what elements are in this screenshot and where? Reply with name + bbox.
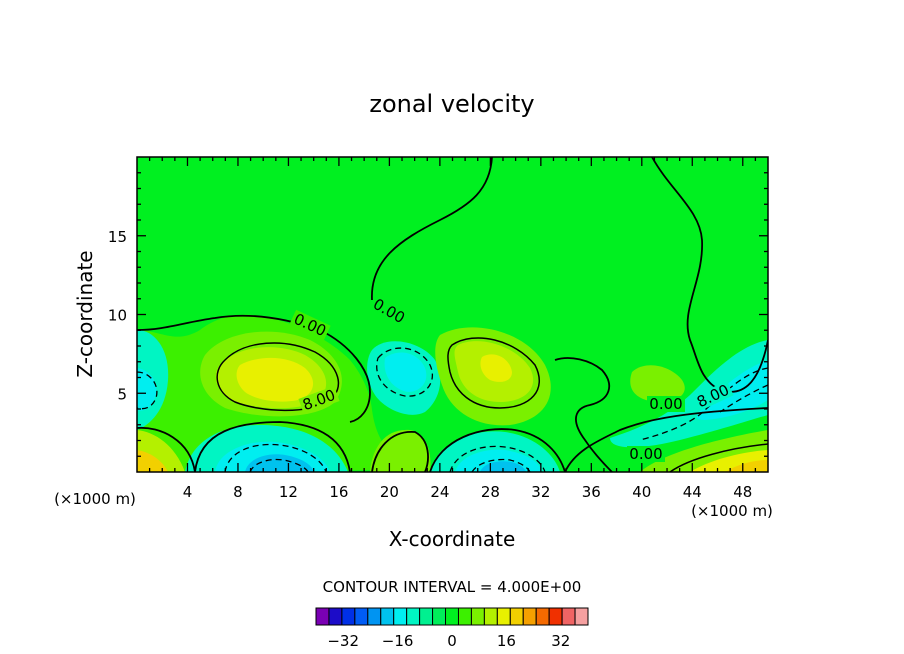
y-axis: 5 10 15 bbox=[108, 172, 768, 457]
contour-neg-right bbox=[639, 367, 768, 441]
colorbar-swatch bbox=[393, 607, 408, 626]
colorbar-swatch bbox=[535, 607, 550, 626]
contour-pos-mid bbox=[447, 337, 540, 409]
contour-neg-bottom-left bbox=[224, 443, 327, 472]
colorbar-swatch bbox=[328, 607, 343, 626]
colorbar: −32 −16 0 16 32 bbox=[315, 607, 589, 650]
contour-zero-right-lower bbox=[554, 357, 613, 472]
fill-right-max bbox=[630, 365, 685, 402]
contour-field bbox=[137, 157, 768, 472]
colorbar-swatch bbox=[496, 607, 511, 626]
fill-bottom-left-warm-2 bbox=[137, 450, 168, 472]
colorbar-swatch bbox=[406, 607, 421, 626]
fill-max-mid-3 bbox=[480, 354, 512, 382]
fill-right-band bbox=[610, 340, 768, 448]
fill-mid-cyan-core bbox=[384, 352, 427, 392]
fill-bottom-minimum-1c bbox=[245, 454, 314, 472]
contour-zero-main bbox=[137, 407, 768, 472]
colorbar-swatch bbox=[470, 607, 485, 626]
colorbar-swatch bbox=[445, 607, 459, 626]
contour-interval-text: CONTOUR INTERVAL = 4.000E+00 bbox=[323, 578, 582, 596]
fill-right-band-core bbox=[696, 360, 768, 420]
colorbar-swatch bbox=[367, 607, 382, 626]
colorbar-swatch bbox=[354, 607, 369, 626]
y-tick-label: 5 bbox=[117, 385, 127, 403]
x-tick-label: 28 bbox=[481, 483, 500, 501]
colorbar-swatch bbox=[574, 607, 589, 626]
x-tick-label: 36 bbox=[582, 483, 601, 501]
x-tick-label: 44 bbox=[683, 483, 702, 501]
contour-labels: 0.00 0.00 8.00 0.00 8.00 0.00 bbox=[289, 294, 734, 463]
contour-neg-bottom-mid bbox=[449, 445, 546, 472]
contour-neg-mid bbox=[376, 347, 433, 397]
colorbar-tick-label: 32 bbox=[551, 632, 570, 650]
colorbar-tick-label: 16 bbox=[497, 632, 516, 650]
colorbar-swatch bbox=[419, 607, 434, 626]
x-tick-label: 8 bbox=[233, 483, 243, 501]
chart-title: zonal velocity bbox=[369, 90, 534, 118]
contour-label: 0.00 bbox=[649, 395, 682, 413]
colorbar-swatch bbox=[509, 607, 524, 626]
x-unit-right: (×1000 m) bbox=[691, 502, 773, 520]
x-tick-label: 4 bbox=[183, 483, 193, 501]
fill-bottom-minimum-2c bbox=[480, 461, 526, 472]
x-tick-label: 32 bbox=[531, 483, 550, 501]
colorbar-tick-label: 0 bbox=[447, 632, 457, 650]
colorbar-swatch bbox=[483, 607, 498, 626]
fill-max-left-3 bbox=[236, 357, 314, 402]
colorbar-swatch bbox=[522, 607, 537, 626]
colorbar-swatch bbox=[315, 607, 330, 626]
colorbar-swatch bbox=[457, 607, 472, 626]
y-tick-label: 15 bbox=[108, 228, 127, 246]
y-axis-label: Z-coordinate bbox=[73, 250, 97, 377]
x-tick-label: 20 bbox=[380, 483, 399, 501]
x-tick-label: 12 bbox=[279, 483, 298, 501]
colorbar-tick-label: −32 bbox=[327, 632, 359, 650]
colorbar-swatch bbox=[561, 607, 576, 626]
colorbar-swatch bbox=[341, 607, 356, 626]
x-axis-label: X-coordinate bbox=[389, 527, 516, 551]
x-tick-label: 16 bbox=[329, 483, 348, 501]
contour-neg-left-edge bbox=[137, 371, 158, 410]
contour-label: 0.00 bbox=[629, 445, 662, 463]
x-axis: 4 8 12 16 20 24 28 32 36 40 44 48 bbox=[148, 157, 757, 501]
contour-pos-bottom-right bbox=[669, 443, 768, 472]
colorbar-swatch bbox=[432, 607, 447, 626]
colorbar-swatch bbox=[548, 607, 563, 626]
x-unit-left: (×1000 m) bbox=[54, 490, 136, 508]
fill-bottom-mid-warm bbox=[370, 429, 431, 472]
colorbar-tick-label: −16 bbox=[382, 632, 414, 650]
fill-bottom-right-warm-3 bbox=[725, 460, 768, 472]
x-tick-label: 40 bbox=[632, 483, 651, 501]
colorbar-swatch bbox=[380, 607, 395, 626]
fill-left-edge-blue bbox=[137, 368, 157, 411]
x-tick-label: 48 bbox=[733, 483, 752, 501]
y-tick-label: 10 bbox=[108, 307, 127, 325]
x-tick-label: 24 bbox=[430, 483, 449, 501]
contour-zero-right-upper bbox=[371, 157, 768, 393]
